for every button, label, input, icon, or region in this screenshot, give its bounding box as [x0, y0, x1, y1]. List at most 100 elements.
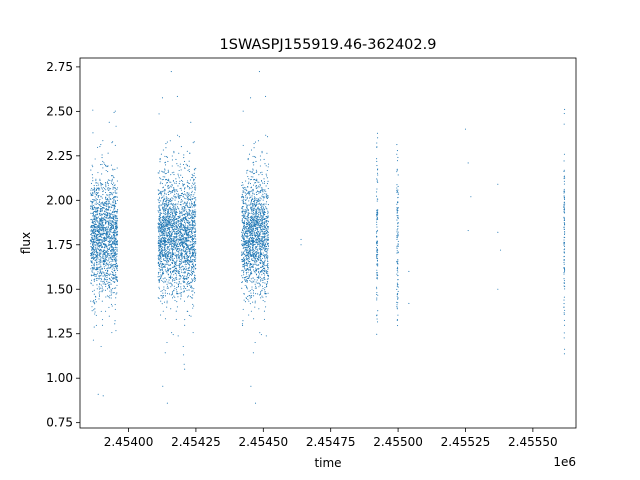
data-point: [163, 198, 165, 201]
data-point: [176, 249, 178, 252]
data-point: [185, 227, 187, 229]
data-point: [101, 226, 103, 228]
data-point: [173, 219, 175, 222]
data-point: [184, 193, 186, 195]
data-point: [252, 263, 255, 265]
data-point: [192, 142, 194, 144]
data-point: [109, 278, 111, 280]
data-point: [100, 253, 102, 255]
data-point: [116, 235, 118, 237]
data-point: [90, 192, 92, 194]
data-point: [106, 204, 108, 206]
data-point: [113, 216, 115, 218]
data-point: [98, 221, 100, 223]
data-point: [166, 272, 168, 274]
data-point: [185, 163, 187, 165]
data-point: [192, 290, 194, 292]
data-point: [168, 226, 170, 228]
data-point: [112, 272, 114, 274]
data-point: [97, 202, 99, 205]
data-point: [101, 157, 103, 159]
data-point: [166, 225, 168, 227]
data-point: [193, 141, 195, 143]
data-point: [256, 171, 258, 173]
data-point: [188, 171, 190, 173]
data-point: [167, 233, 169, 235]
data-point: [92, 221, 94, 223]
data-point: [114, 242, 116, 244]
data-point: [114, 200, 116, 202]
data-point: [187, 236, 189, 238]
data-point: [96, 217, 98, 219]
data-point: [253, 270, 255, 273]
data-point: [179, 278, 181, 280]
data-point: [161, 248, 163, 250]
data-point: [106, 280, 108, 283]
data-point: [96, 218, 98, 220]
data-point: [102, 212, 105, 214]
data-point: [177, 207, 179, 209]
data-point: [243, 188, 245, 190]
data-point: [166, 283, 168, 285]
data-point: [247, 268, 249, 270]
data-point: [160, 244, 162, 246]
data-point: [254, 216, 256, 218]
data-point: [257, 220, 259, 223]
data-point: [180, 169, 182, 171]
data-point: [101, 324, 104, 326]
data-point: [248, 257, 250, 259]
data-point: [158, 200, 160, 202]
data-point: [183, 202, 186, 204]
data-point: [164, 263, 166, 265]
data-point: [179, 166, 181, 168]
data-point: [105, 258, 107, 260]
data-point: [105, 203, 107, 205]
data-point: [248, 227, 250, 230]
data-point: [255, 248, 257, 250]
data-point: [100, 266, 102, 268]
data-point: [243, 203, 245, 205]
data-point: [161, 242, 163, 244]
data-point: [190, 210, 192, 212]
data-point: [100, 144, 102, 146]
data-point: [246, 256, 248, 258]
data-point: [99, 260, 101, 262]
data-point: [95, 180, 97, 182]
data-point: [98, 242, 100, 244]
data-point: [245, 187, 247, 189]
data-point: [159, 243, 161, 245]
data-point: [256, 198, 258, 200]
data-point: [161, 191, 164, 193]
data-point: [177, 231, 179, 233]
data-point: [161, 274, 163, 276]
data-point: [180, 258, 182, 261]
data-point: [248, 249, 250, 251]
data-point: [100, 227, 102, 229]
data-point: [250, 149, 253, 151]
data-point: [248, 254, 250, 256]
data-point: [99, 179, 101, 182]
data-point: [245, 202, 247, 204]
data-point: [162, 186, 164, 188]
data-point: [106, 238, 108, 240]
data-point: [248, 178, 250, 180]
data-point: [192, 245, 194, 248]
data-point: [176, 269, 178, 271]
data-point: [256, 260, 258, 262]
data-point: [194, 260, 196, 262]
data-point: [242, 235, 244, 237]
data-point: [178, 232, 180, 235]
data-point: [106, 181, 109, 183]
data-point: [97, 229, 99, 231]
data-point: [158, 202, 160, 204]
data-point: [158, 250, 160, 252]
data-point: [250, 206, 252, 208]
data-point: [166, 279, 168, 281]
data-point: [169, 228, 171, 230]
data-point: [106, 205, 108, 207]
data-point: [252, 169, 254, 171]
data-point: [96, 277, 98, 279]
data-point: [93, 272, 95, 274]
data-point: [172, 207, 174, 209]
data-point: [92, 290, 94, 292]
